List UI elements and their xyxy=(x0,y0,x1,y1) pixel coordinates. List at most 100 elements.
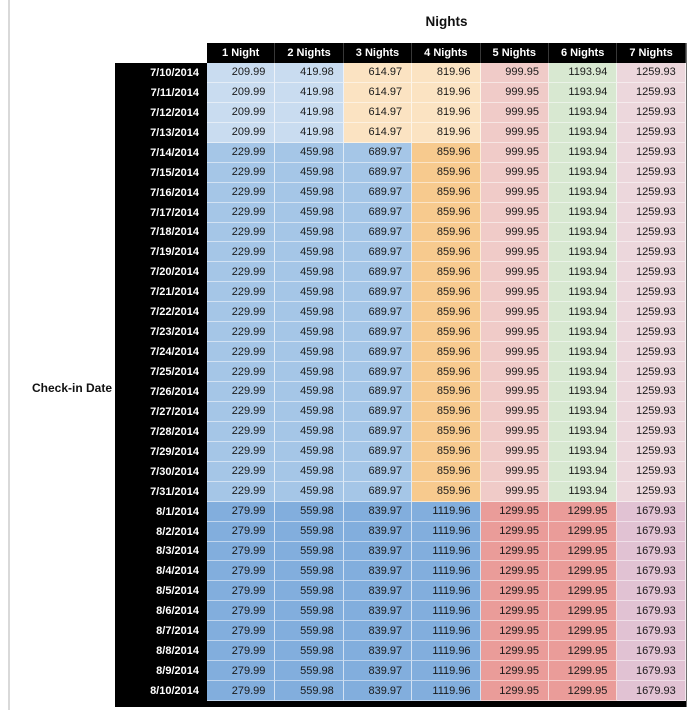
price-cell: 839.97 xyxy=(343,601,413,622)
price-cell: 459.98 xyxy=(275,441,344,462)
price-cell: 689.97 xyxy=(343,461,413,482)
price-cell: 999.95 xyxy=(480,322,549,343)
column-header-1-nights: 1 Night xyxy=(207,43,276,63)
price-cell: 1259.93 xyxy=(617,242,686,263)
price-cell: 1259.93 xyxy=(617,302,686,323)
price-cell: 279.99 xyxy=(207,681,276,701)
row-axis-label: Check-in Date xyxy=(31,381,112,395)
price-cell: 459.98 xyxy=(275,202,344,223)
price-cell: 1299.95 xyxy=(548,521,618,542)
price-cell: 1193.94 xyxy=(548,63,618,83)
price-cell: 839.97 xyxy=(343,621,413,642)
price-cell: 1259.93 xyxy=(617,202,686,223)
price-cell: 559.98 xyxy=(275,521,344,542)
price-cell: 1259.93 xyxy=(617,162,686,183)
price-cell: 859.96 xyxy=(412,222,481,243)
price-cell: 999.95 xyxy=(480,142,549,163)
price-cell: 999.95 xyxy=(480,421,549,442)
price-cell: 1193.94 xyxy=(548,162,618,183)
price-cell: 1259.93 xyxy=(617,82,686,103)
price-cell: 459.98 xyxy=(275,382,344,402)
price-cell: 839.97 xyxy=(343,641,413,662)
price-cell: 1299.95 xyxy=(548,581,618,602)
price-cell: 229.99 xyxy=(207,362,276,382)
column-header-4-nights: 4 Nights xyxy=(412,43,481,63)
column-header-6-nights: 6 Nights xyxy=(548,43,618,63)
price-cell: 1193.94 xyxy=(548,202,618,223)
price-cell: 1679.93 xyxy=(617,641,686,662)
price-cell: 689.97 xyxy=(343,262,413,283)
row-date-label: 8/7/2014 xyxy=(115,621,207,642)
row-date-label: 7/12/2014 xyxy=(115,102,207,123)
price-cell: 839.97 xyxy=(343,681,413,701)
price-cell: 1299.95 xyxy=(548,541,618,562)
price-cell: 1193.94 xyxy=(548,182,618,203)
price-cell: 1259.93 xyxy=(617,401,686,422)
price-cell: 999.95 xyxy=(480,481,549,502)
row-date-label: 7/27/2014 xyxy=(115,401,207,422)
price-cell: 689.97 xyxy=(343,481,413,502)
price-cell: 559.98 xyxy=(275,581,344,602)
row-date-label: 7/17/2014 xyxy=(115,202,207,223)
price-cell: 839.97 xyxy=(343,541,413,562)
price-cell: 689.97 xyxy=(343,282,413,303)
price-cell: 459.98 xyxy=(275,322,344,343)
price-cell: 229.99 xyxy=(207,182,276,203)
price-cell: 559.98 xyxy=(275,561,344,582)
price-cell: 999.95 xyxy=(480,282,549,303)
price-cell: 1193.94 xyxy=(548,142,618,163)
price-cell: 859.96 xyxy=(412,401,481,422)
table-bottom-border xyxy=(115,701,686,707)
price-cell: 689.97 xyxy=(343,302,413,323)
row-date-label: 7/10/2014 xyxy=(115,63,207,83)
price-cell: 1259.93 xyxy=(617,142,686,163)
price-cell: 1193.94 xyxy=(548,481,618,502)
price-cell: 1679.93 xyxy=(617,581,686,602)
price-cell: 1193.94 xyxy=(548,322,618,343)
price-cell: 459.98 xyxy=(275,481,344,502)
row-date-label: 7/14/2014 xyxy=(115,142,207,163)
row-date-label: 7/29/2014 xyxy=(115,441,207,462)
price-cell: 1119.96 xyxy=(412,681,481,701)
price-cell: 1193.94 xyxy=(548,222,618,243)
price-cell: 689.97 xyxy=(343,342,413,363)
price-cell: 614.97 xyxy=(343,63,413,83)
price-cell: 1193.94 xyxy=(548,102,618,123)
price-cell: 999.95 xyxy=(480,102,549,123)
price-cell: 859.96 xyxy=(412,262,481,283)
price-cell: 859.96 xyxy=(412,421,481,442)
price-cell: 1259.93 xyxy=(617,481,686,502)
column-header-3-nights: 3 Nights xyxy=(343,43,413,63)
price-cell: 859.96 xyxy=(412,282,481,303)
price-cell: 1299.95 xyxy=(480,581,549,602)
price-cell: 859.96 xyxy=(412,162,481,183)
price-cell: 819.96 xyxy=(412,102,481,123)
price-cell: 229.99 xyxy=(207,461,276,482)
header-corner-spacer xyxy=(115,43,207,63)
price-cell: 859.96 xyxy=(412,142,481,163)
row-date-label: 8/5/2014 xyxy=(115,581,207,602)
row-date-label: 7/16/2014 xyxy=(115,182,207,203)
price-cell: 1299.95 xyxy=(480,521,549,542)
price-cell: 999.95 xyxy=(480,202,549,223)
price-cell: 819.96 xyxy=(412,122,481,143)
price-cell: 1193.94 xyxy=(548,122,618,143)
price-cell: 1259.93 xyxy=(617,262,686,283)
price-cell: 229.99 xyxy=(207,202,276,223)
row-date-label: 7/19/2014 xyxy=(115,242,207,263)
price-cell: 1119.96 xyxy=(412,541,481,562)
price-cell: 229.99 xyxy=(207,421,276,442)
price-cell: 1193.94 xyxy=(548,262,618,283)
price-cell: 1193.94 xyxy=(548,342,618,363)
price-cell: 1193.94 xyxy=(548,401,618,422)
price-cell: 1119.96 xyxy=(412,561,481,582)
row-date-label: 7/31/2014 xyxy=(115,481,207,502)
row-date-label: 7/18/2014 xyxy=(115,222,207,243)
price-cell: 279.99 xyxy=(207,621,276,642)
price-cell: 229.99 xyxy=(207,481,276,502)
price-cell: 1259.93 xyxy=(617,441,686,462)
price-cell: 229.99 xyxy=(207,342,276,363)
price-cell: 1299.95 xyxy=(548,661,618,682)
price-cell: 1259.93 xyxy=(617,102,686,123)
price-cell: 229.99 xyxy=(207,282,276,303)
